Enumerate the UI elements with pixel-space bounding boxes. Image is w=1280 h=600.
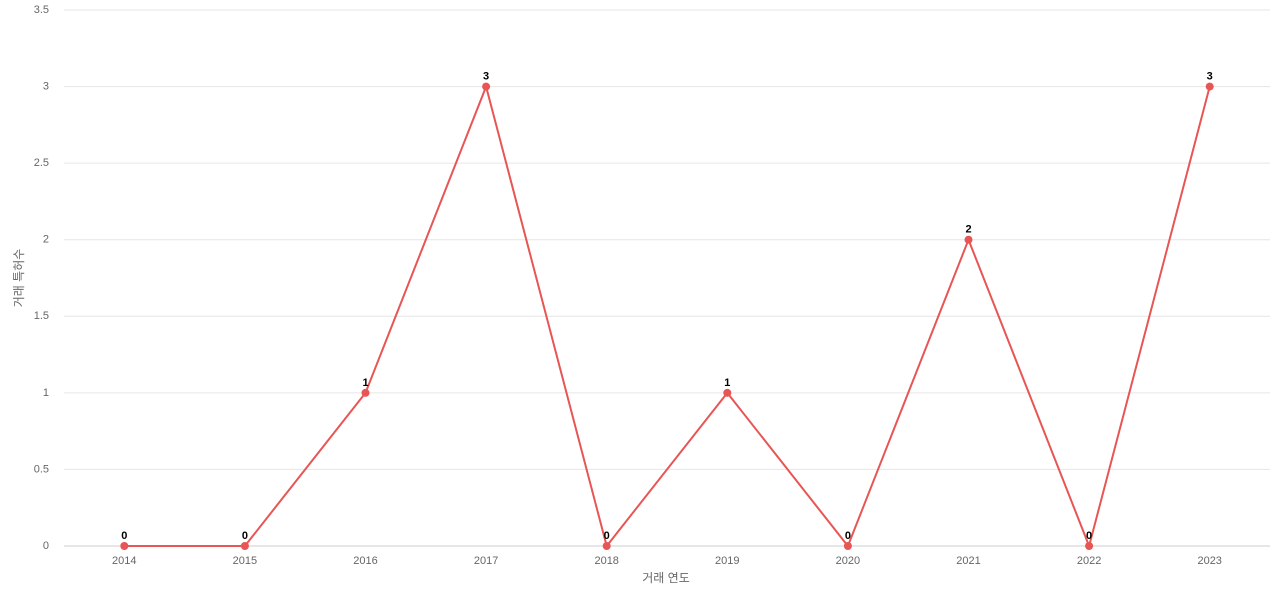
value-label: 3 [483, 70, 489, 82]
value-label: 1 [362, 377, 368, 389]
x-tick-label: 2016 [353, 555, 377, 567]
point [120, 542, 129, 550]
x-tick-label: 2020 [836, 555, 860, 567]
x-tick-label: 2017 [474, 555, 498, 567]
y-tick-label: 0 [43, 540, 49, 552]
value-label: 0 [845, 530, 851, 542]
y-tick-label: 0.5 [34, 463, 49, 475]
line [124, 83, 1211, 550]
y-tick-label: 3.5 [34, 4, 49, 16]
x-tick-label: 2014 [112, 555, 136, 567]
point [240, 542, 249, 550]
y-tick-label: 2 [43, 234, 49, 246]
x-tick-label: 2018 [594, 555, 618, 567]
point [361, 388, 370, 397]
x-tick-label: 2023 [1197, 555, 1221, 567]
y-tick-label: 3 [43, 80, 49, 92]
value-label: 2 [965, 224, 971, 236]
x-axis-label: 거래 연도 [642, 571, 690, 585]
point [723, 388, 732, 397]
point [482, 82, 491, 91]
point [1205, 82, 1214, 91]
x-tick-label: 2019 [715, 555, 739, 567]
y-axis-label: 거래 특허수 [12, 249, 26, 308]
value-label: 0 [604, 530, 610, 542]
value-label: 3 [1207, 70, 1213, 82]
y-tick-label: 1 [43, 387, 49, 399]
y-tick-label: 1.5 [34, 310, 49, 322]
value-label: 0 [242, 530, 248, 542]
value-label: 0 [1086, 530, 1092, 542]
point [843, 542, 852, 550]
value-label: 1 [724, 377, 730, 389]
point [602, 542, 611, 550]
x-tick-label: 2015 [233, 555, 257, 567]
point [964, 235, 973, 244]
value-label: 0 [121, 530, 127, 542]
x-tick-label: 2021 [956, 555, 980, 567]
x-tick-label: 2022 [1077, 555, 1101, 567]
point [1085, 542, 1094, 550]
y-tick-label: 2.5 [34, 157, 49, 169]
